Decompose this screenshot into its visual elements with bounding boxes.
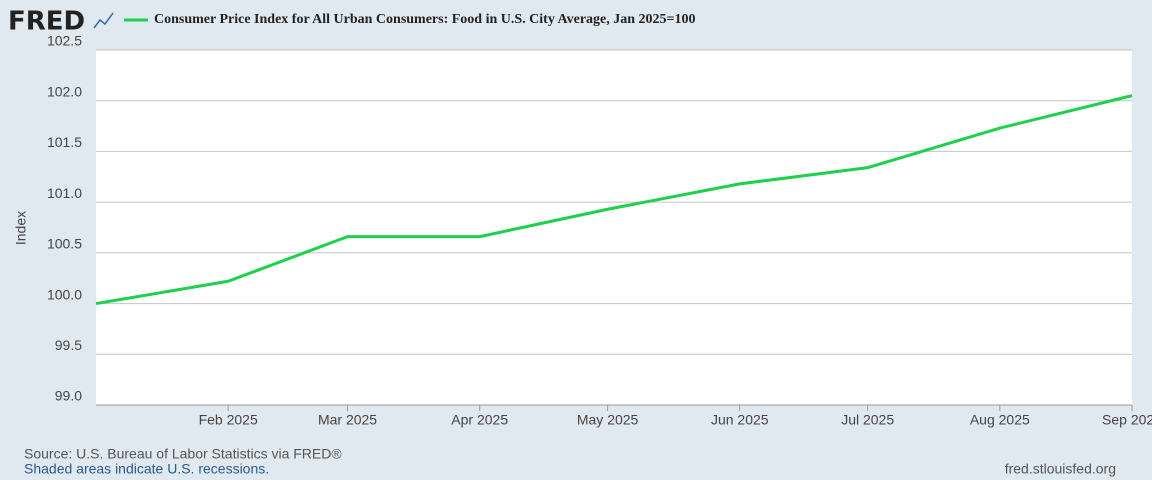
x-tick-label: Mar 2025 [318,412,377,428]
y-tick-label: 100.5 [47,236,82,252]
source: Source: U.S. Bureau of Labor Statistics … [24,446,342,462]
logo-icon [93,12,114,29]
series-line [95,94,1133,306]
y-tick-label: 99.5 [55,337,82,353]
y-tick-label: 102.0 [47,83,82,99]
legend-label: Consumer Price Index for All Urban Consu… [154,12,696,27]
x-tick-label: Aug 2025 [970,412,1030,428]
note: Shaded areas indicate U.S. recessions. [24,461,269,477]
y-tick-label: 101.0 [47,185,82,201]
y-axis-label: Index [13,211,29,245]
x-tick-label: May 2025 [577,412,639,428]
x-tick-label: Feb 2025 [199,412,258,428]
y-tick-label: 99.0 [55,388,82,404]
x-tick-label: Apr 2025 [451,412,508,428]
y-tick-label: 102.5 [47,33,82,49]
y-tick-label: 101.5 [47,134,82,150]
y-tick-label: 100.0 [47,286,82,302]
x-tick-label: Sep 2025 [1102,412,1152,428]
x-tick-label: Jun 2025 [711,412,769,428]
credit: fred.stlouisfed.org [1005,461,1116,477]
plot-area [96,50,1132,405]
x-tick-label: Jul 2025 [841,412,894,428]
logo: FRED [8,7,85,37]
